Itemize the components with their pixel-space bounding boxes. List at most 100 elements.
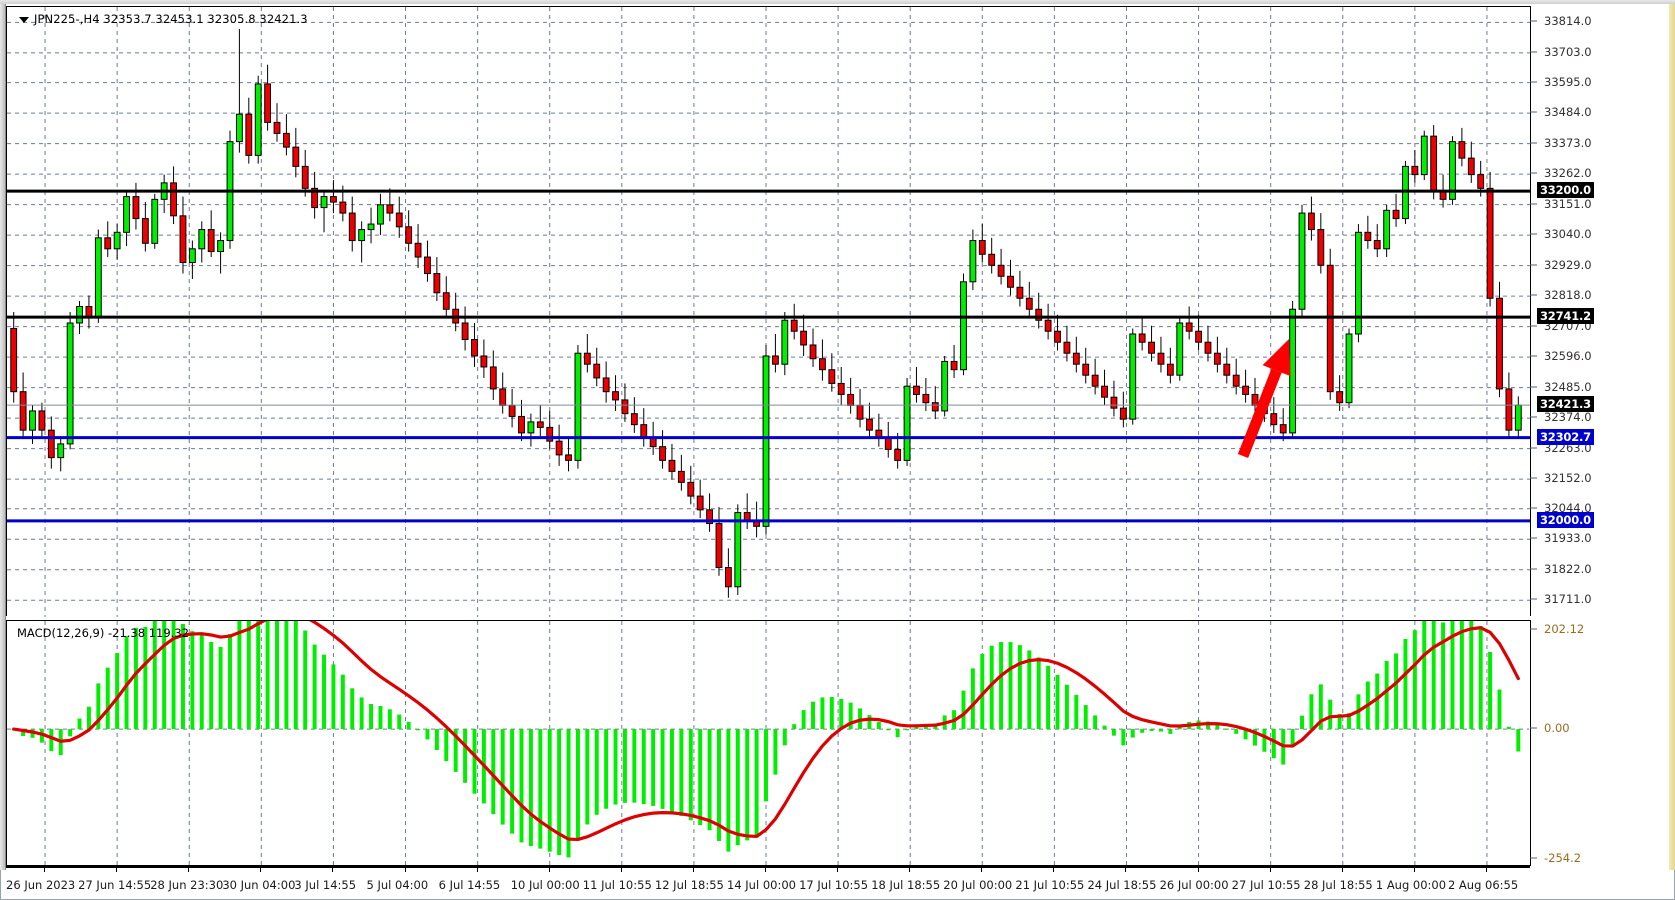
time-tick-mark: [620, 866, 622, 872]
price-tick-mark: [1530, 416, 1537, 418]
price-tick-mark: [1530, 507, 1537, 509]
window-top-strip: [0, 0, 1675, 4]
time-axis-tick-label: 27 Jun 14:55: [78, 878, 152, 892]
price-level-badge[interactable]: 32000.0: [1537, 511, 1594, 528]
price-tick-mark: [1530, 355, 1537, 357]
time-axis-tick-label: 24 Jul 18:55: [1087, 878, 1157, 892]
right-scroll-rail[interactable]: [1669, 4, 1675, 870]
price-tick-mark: [1530, 51, 1537, 53]
price-tick-mark: [1530, 264, 1537, 266]
macd-tick-mark: [1530, 628, 1537, 630]
time-tick-mark: [476, 866, 478, 872]
macd-axis-tick-label: -254.2: [1544, 851, 1582, 865]
time-axis-tick-label: 26 Jun 2023: [6, 878, 76, 892]
price-axis[interactable]: 33814.0 33703.0 33595.0 33484.0 33373.0 33262…: [1530, 6, 1669, 616]
price-tick-mark: [1530, 203, 1537, 205]
price-axis-tick-label: 31933.0: [1544, 531, 1592, 546]
symbol-header-text: JPN225-,H4 32353.7 32453.1 32305.8 32421…: [34, 12, 308, 26]
price-axis-tick-label: 31711.0: [1544, 592, 1592, 607]
time-axis[interactable]: 26 Jun 2023 27 Jun 14:55 28 Jun 23:30 30 Ju…: [6, 866, 1669, 899]
price-axis-tick-label: 33814.0: [1544, 14, 1592, 29]
price-level-badge[interactable]: 32741.2: [1537, 308, 1594, 325]
macd-tick-mark: [1530, 727, 1537, 729]
time-tick-mark: [188, 866, 190, 872]
time-axis-tick-label: 17 Jul 10:55: [799, 878, 869, 892]
price-tick-mark: [1530, 172, 1537, 174]
time-tick-mark: [1197, 866, 1199, 872]
price-tick-mark: [1530, 142, 1537, 144]
macd-tick-mark: [1530, 857, 1537, 859]
price-tick-mark: [1530, 81, 1537, 83]
time-tick-mark: [1053, 866, 1055, 872]
price-chart-pane[interactable]: JPN225-,H4 32353.7 32453.1 32305.8 32421…: [6, 6, 1531, 617]
price-axis-tick-label: 33262.0: [1544, 166, 1592, 181]
price-axis-tick-label: 32374.0: [1544, 410, 1592, 425]
price-axis-tick-label: 32044.0: [1544, 500, 1592, 515]
price-level-badge[interactable]: 33200.0: [1537, 182, 1594, 199]
price-tick-mark: [1530, 537, 1537, 539]
price-tick-mark: [1530, 568, 1537, 570]
left-scroll-rail[interactable]: [0, 4, 6, 870]
time-axis-tick-label: 28 Jul 18:55: [1303, 878, 1373, 892]
time-axis-tick-label: 21 Jul 10:55: [1015, 878, 1085, 892]
time-tick-mark: [404, 866, 406, 872]
collapse-caret-icon[interactable]: [19, 16, 29, 23]
price-tick-mark: [1530, 386, 1537, 388]
macd-axis-tick-label: 0.00: [1544, 721, 1570, 736]
time-tick-mark: [1485, 866, 1487, 872]
time-axis-border: [6, 866, 1530, 868]
time-axis-tick-label: 28 Jun 23:30: [150, 878, 224, 892]
price-axis-tick-label: 33040.0: [1544, 227, 1592, 242]
symbol-header[interactable]: JPN225-,H4 32353.7 32453.1 32305.8 32421…: [19, 12, 308, 26]
price-axis-tick-label: 32818.0: [1544, 288, 1592, 303]
time-tick-mark: [1341, 866, 1343, 872]
macd-axis[interactable]: 202.12 0.00 -254.2: [1530, 620, 1669, 866]
time-tick-mark: [981, 866, 983, 872]
price-axis-tick-label: 32152.0: [1544, 471, 1592, 486]
price-tick-mark: [1530, 233, 1537, 235]
time-tick-mark: [837, 866, 839, 872]
price-axis-tick-label: 33703.0: [1544, 44, 1592, 59]
time-tick-mark: [692, 866, 694, 872]
macd-indicator-pane[interactable]: MACD(12,26,9) -21.38 119.32: [6, 620, 1530, 866]
price-tick-mark: [1530, 111, 1537, 113]
time-tick-mark: [260, 866, 262, 872]
price-axis-tick-label: 33373.0: [1544, 135, 1592, 150]
time-tick-mark: [1269, 866, 1271, 872]
time-axis-tick-label: 20 Jul 00:00: [943, 878, 1013, 892]
price-axis-border: [1530, 6, 1531, 616]
time-axis-tick-label: 10 Jul 00:00: [510, 878, 580, 892]
time-tick-mark: [1125, 866, 1127, 872]
macd-label: MACD(12,26,9) -21.38 119.32: [17, 626, 189, 640]
price-axis-tick-label: 32596.0: [1544, 349, 1592, 364]
time-axis-tick-label: 1 Aug 00:00: [1375, 878, 1447, 892]
time-tick-mark: [44, 866, 46, 872]
time-axis-tick-label: 30 Jun 04:00: [222, 878, 296, 892]
time-tick-mark: [548, 866, 550, 872]
time-axis-tick-label: 27 Jul 10:55: [1231, 878, 1301, 892]
time-tick-mark: [909, 866, 911, 872]
price-tick-mark: [1530, 447, 1537, 449]
price-axis-tick-label: 33595.0: [1544, 74, 1592, 89]
price-tick-mark: [1530, 598, 1537, 600]
price-axis-tick-label: 32929.0: [1544, 257, 1592, 272]
time-tick-mark: [116, 866, 118, 872]
time-axis-tick-label: 6 Jul 14:55: [438, 878, 501, 892]
price-level-badge[interactable]: 32421.3: [1537, 396, 1594, 413]
price-tick-mark: [1530, 20, 1537, 22]
price-axis-tick-label: 31822.0: [1544, 561, 1592, 576]
price-axis-tick-label: 32485.0: [1544, 379, 1592, 394]
price-level-badge[interactable]: 32302.7: [1537, 428, 1594, 445]
time-tick-mark: [332, 866, 334, 872]
macd-axis-border: [1530, 620, 1531, 866]
time-axis-tick-label: 5 Jul 04:00: [366, 878, 429, 892]
time-axis-tick-label: 14 Jul 00:00: [727, 878, 796, 892]
price-axis-tick-label: 33484.0: [1544, 105, 1592, 120]
price-axis-tick-label: 33151.0: [1544, 196, 1592, 211]
time-axis-tick-label: 12 Jul 18:55: [654, 878, 724, 892]
price-tick-mark: [1530, 294, 1537, 296]
time-axis-tick-label: 11 Jul 10:55: [582, 878, 652, 892]
time-tick-mark: [765, 866, 766, 872]
time-axis-tick-label: 3 Jul 14:55: [294, 878, 357, 892]
